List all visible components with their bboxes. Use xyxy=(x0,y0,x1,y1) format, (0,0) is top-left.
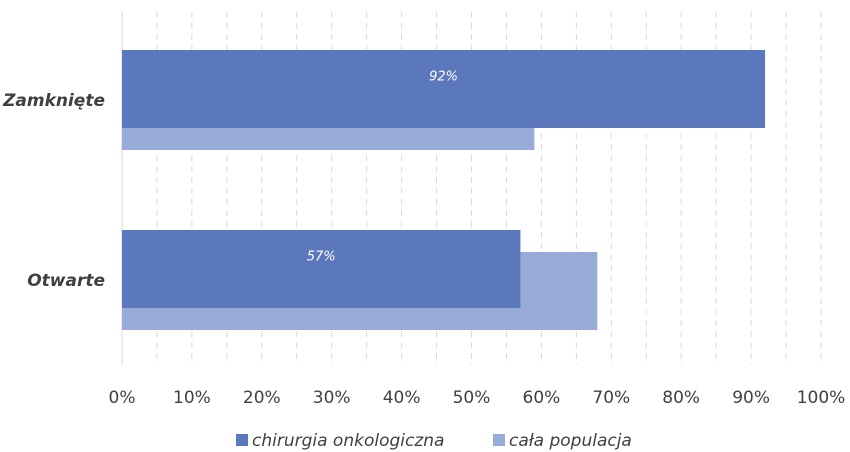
x-tick-label: 90% xyxy=(732,388,770,408)
legend-swatch xyxy=(236,434,248,446)
legend-label: chirurgia onkologiczna xyxy=(252,431,444,451)
category-label: Otwarte xyxy=(27,271,105,291)
x-tick-label: 80% xyxy=(662,388,700,408)
data-label: 57% xyxy=(307,250,336,265)
x-tick-label: 50% xyxy=(453,388,491,408)
x-tick-label: 60% xyxy=(523,388,561,408)
data-label: 92% xyxy=(429,70,458,85)
x-tick-label: 10% xyxy=(173,388,211,408)
x-tick-label: 30% xyxy=(313,388,351,408)
legend-label: cała populacja xyxy=(509,431,632,451)
x-tick-label: 0% xyxy=(109,388,136,408)
x-tick-label: 70% xyxy=(592,388,630,408)
category-label: Zamknięte xyxy=(2,91,105,111)
x-tick-label: 40% xyxy=(383,388,421,408)
bar xyxy=(122,230,521,308)
bar xyxy=(122,50,766,128)
x-tick-label: 100% xyxy=(797,388,846,408)
x-tick-label: 20% xyxy=(243,388,281,408)
legend-swatch xyxy=(493,434,505,446)
